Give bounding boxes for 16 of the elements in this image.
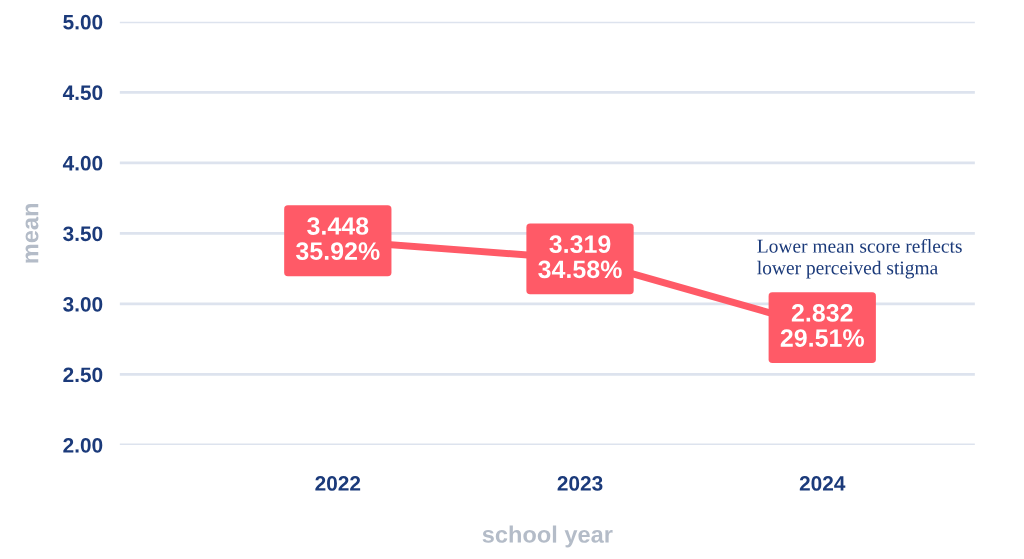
annotation: Lower mean score reflects lower perceived stigma bbox=[757, 238, 962, 279]
data-label: 3.319 34.58% bbox=[538, 235, 622, 279]
y-tick-label: 2.00 bbox=[63, 437, 103, 453]
data-label: 3.448 35.92% bbox=[295, 217, 380, 261]
y-axis-title: mean bbox=[25, 204, 39, 263]
x-tick-label: 2022 bbox=[315, 476, 361, 491]
x-tick-label: 2023 bbox=[557, 476, 603, 491]
y-tick-label: 4.00 bbox=[62, 155, 103, 171]
y-tick-label: 3.00 bbox=[63, 296, 103, 312]
y-tick-label: 4.50 bbox=[62, 85, 103, 101]
y-tick-label: 5.00 bbox=[63, 14, 103, 30]
y-tick-label: 2.50 bbox=[63, 367, 103, 383]
y-tick-label: 3.50 bbox=[63, 226, 103, 242]
data-label: 2.832 29.51% bbox=[780, 304, 864, 347]
x-tick-label: 2024 bbox=[799, 476, 846, 491]
x-axis-title: school year bbox=[482, 525, 613, 548]
